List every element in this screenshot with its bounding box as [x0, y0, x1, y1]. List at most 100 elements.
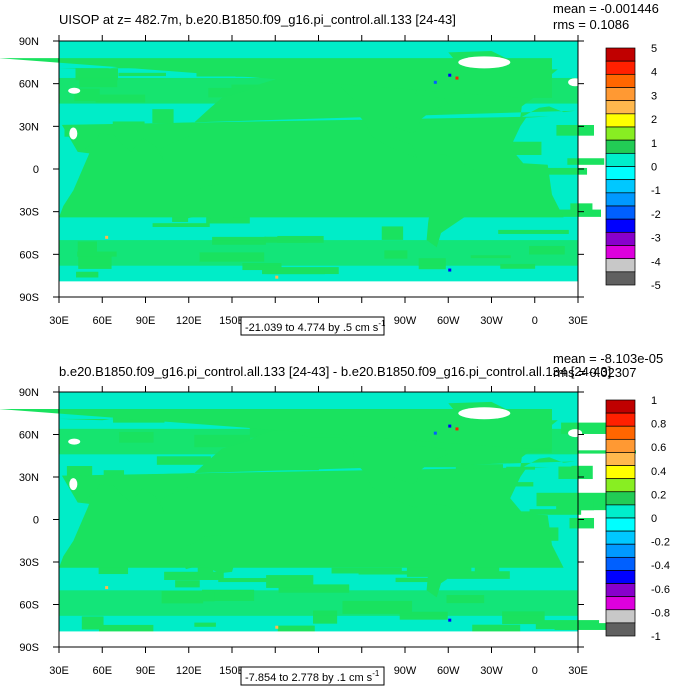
band-patch — [358, 570, 430, 575]
band-patch — [156, 456, 211, 465]
colorbar-label: -3 — [651, 233, 661, 245]
colorbar-swatch — [605, 218, 636, 233]
colorbar-swatch — [605, 258, 636, 273]
colorbar-swatch — [605, 556, 636, 571]
band-patch — [498, 229, 569, 234]
colorbar-label: 1 — [651, 395, 657, 407]
land-masses — [0, 51, 576, 248]
land-masses — [0, 401, 576, 598]
colorbar-label: -1 — [651, 185, 661, 197]
band-patch — [561, 422, 621, 434]
colorbar-swatch — [605, 491, 636, 506]
colorbar-swatch — [605, 504, 636, 519]
colorbar-swatch — [605, 596, 636, 611]
y-tick-label: 90S — [19, 292, 39, 304]
y-tick-label: 60N — [19, 430, 39, 442]
colorbar-swatch — [605, 452, 636, 466]
y-tick-label: 90S — [19, 642, 39, 654]
band-patch — [175, 580, 200, 588]
range-label: -7.854 to 2.778 by .1 cm s-1 — [245, 669, 380, 684]
extreme-point — [455, 76, 459, 80]
colorbar-swatch — [605, 152, 636, 167]
band-patch — [570, 203, 593, 214]
x-tick-label: 30W — [480, 665, 503, 677]
colorbar-label: -0.2 — [651, 537, 670, 549]
colorbar-swatch — [605, 87, 636, 102]
map-panel-2: 30E60E90E120E150E180150W120W90W60W30W030… — [0, 351, 670, 686]
band-south — [59, 240, 578, 266]
colorbar-swatch — [605, 73, 636, 88]
x-tick-label: 60W — [437, 315, 460, 327]
band-patch — [537, 167, 588, 175]
colorbar-label: 2 — [651, 114, 657, 126]
colorbar-swatch — [605, 100, 636, 115]
band-patch — [277, 625, 315, 632]
x-tick-label: 120E — [176, 315, 202, 327]
band-patch — [556, 497, 594, 511]
extreme-point — [105, 235, 109, 239]
band-patch — [103, 470, 125, 476]
y-tick-label: 90N — [19, 36, 39, 48]
mean-stat: mean = -8.103e-05 — [553, 351, 663, 366]
x-tick-label: 90E — [136, 665, 156, 677]
x-tick-label: 30E — [49, 315, 69, 327]
colorbar-label: 4 — [651, 67, 657, 79]
x-tick-label: 60W — [437, 665, 460, 677]
band-patch — [76, 271, 99, 278]
colorbar-label: -0.4 — [651, 560, 670, 572]
chart-title: UISOP at z= 482.7m, b.e20.B1850.f09_g16.… — [59, 12, 456, 27]
y-tick-label: 90N — [19, 387, 39, 399]
y-tick-label: 30S — [19, 557, 39, 569]
y-tick-label: 0 — [33, 515, 39, 527]
band-south — [59, 590, 578, 616]
band-patch — [567, 158, 605, 165]
x-tick-label: 120E — [176, 665, 202, 677]
band-patch — [500, 263, 536, 269]
colorbar-swatch — [605, 245, 636, 260]
band-patch — [535, 620, 600, 630]
x-tick-label: 90W — [394, 315, 417, 327]
y-tick-label: 60N — [19, 79, 39, 91]
x-tick-label: 60E — [92, 315, 112, 327]
x-tick-label: 60E — [92, 665, 112, 677]
y-tick-label: 30N — [19, 472, 39, 484]
colorbar-swatch — [605, 583, 636, 598]
mean-stat: mean = -0.001446 — [553, 1, 659, 16]
colorbar-swatch — [605, 622, 636, 637]
extreme-points — [105, 424, 459, 629]
band-patch — [152, 109, 174, 124]
range-box — [240, 666, 385, 686]
chart-title: b.e20.B1850.f09_g16.pi_control.all.133 [… — [59, 364, 611, 379]
colorbar-swatch — [605, 205, 636, 220]
y-tick-label: 30S — [19, 207, 39, 219]
y-tick-label: 60S — [19, 249, 39, 261]
x-tick-label: 30E — [568, 315, 588, 327]
colorbar-label: -2 — [651, 209, 661, 221]
band-patch — [447, 571, 510, 579]
colorbar-swatch — [605, 412, 636, 427]
extreme-point — [275, 625, 279, 629]
ticks — [53, 35, 584, 303]
colorbar-label: 0 — [651, 513, 657, 525]
colorbar: 5 4 3 2 1 0 -1 -2 -3 -4 -5 — [605, 43, 661, 292]
extreme-point — [455, 427, 459, 431]
y-tick-label: 60S — [19, 600, 39, 612]
continent — [416, 153, 485, 248]
extreme-point — [448, 618, 452, 622]
colorbar-label: 0.6 — [651, 442, 666, 454]
colorbar-label: -0.6 — [651, 584, 670, 596]
extreme-point — [448, 424, 452, 428]
band-patch — [381, 226, 404, 240]
continent — [180, 535, 237, 574]
band-patch — [118, 72, 166, 77]
colorbar-label: 0 — [651, 162, 657, 174]
colorbar-label: 0.4 — [651, 466, 666, 478]
colorbar-swatch — [605, 530, 636, 545]
extreme-point — [433, 431, 437, 435]
colorbar-label: 3 — [651, 90, 657, 102]
x-tick-label: 90E — [136, 315, 156, 327]
y-tick-label: 30N — [19, 121, 39, 133]
colorbar-label: -5 — [651, 280, 661, 292]
ticks — [53, 386, 584, 653]
colorbar-swatch — [605, 47, 636, 62]
